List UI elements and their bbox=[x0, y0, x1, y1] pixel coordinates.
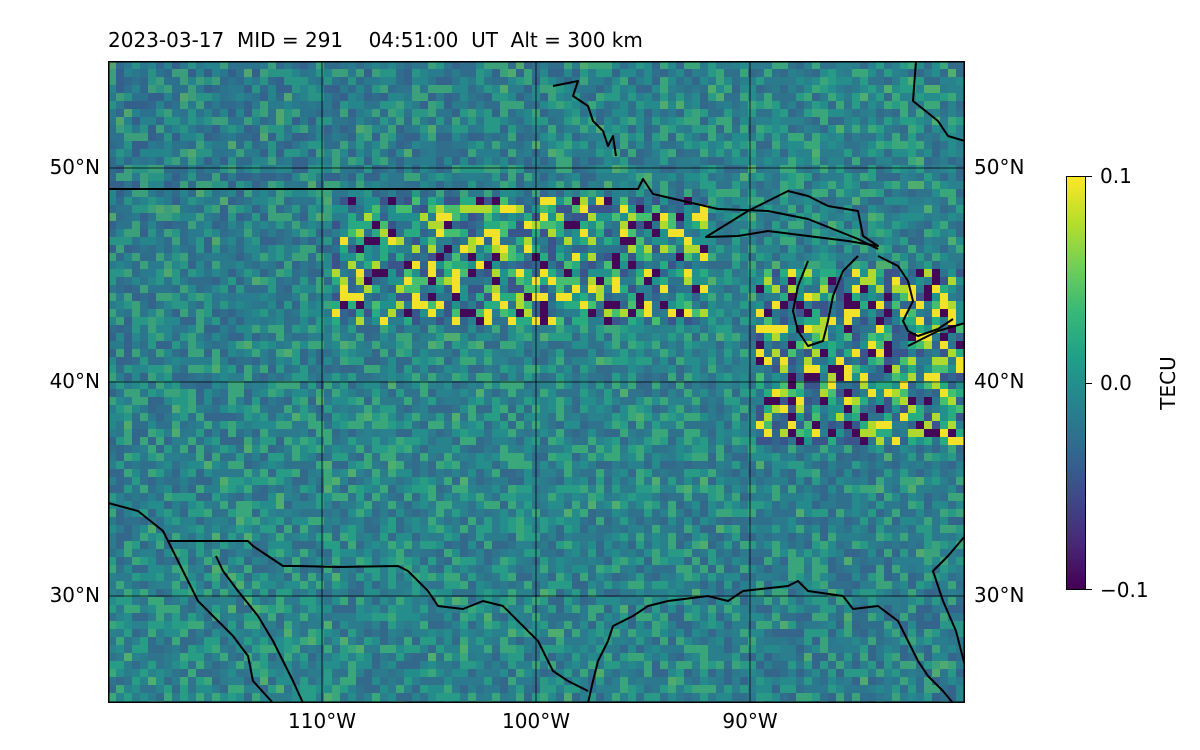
lon-label-100w: 100°W bbox=[502, 709, 570, 733]
tec-map-svg bbox=[108, 61, 965, 703]
hudson-bay-coast bbox=[552, 80, 617, 157]
tec-pixel-field bbox=[108, 61, 965, 703]
lat-label-left-30: 30°N bbox=[49, 583, 100, 607]
lat-label-right-50: 50°N bbox=[974, 155, 1025, 179]
lon-label-90w: 90°W bbox=[722, 709, 778, 733]
lat-label-right-40: 40°N bbox=[974, 369, 1025, 393]
tec-map[interactable] bbox=[108, 61, 965, 703]
colorbar-tick-mid bbox=[1086, 383, 1092, 384]
gulf-coast-east bbox=[742, 580, 954, 703]
lake-michigan bbox=[792, 255, 859, 347]
ontario-north-coast bbox=[912, 61, 965, 142]
colorbar-tick-low bbox=[1086, 589, 1092, 590]
gulf-coast-west bbox=[587, 590, 744, 703]
colorbar-label-high: 0.1 bbox=[1100, 164, 1132, 188]
coastlines bbox=[108, 61, 965, 703]
map-title: 2023-03-17 MID = 291 04:51:00 UT Alt = 3… bbox=[108, 28, 643, 52]
lon-label-110w: 110°W bbox=[288, 709, 356, 733]
colorbar-label-mid: 0.0 bbox=[1100, 371, 1132, 395]
colorbar-tick-high bbox=[1086, 176, 1092, 177]
colorbar bbox=[1066, 176, 1086, 590]
lat-label-left-50: 50°N bbox=[49, 155, 100, 179]
lake-erie bbox=[907, 322, 965, 347]
graticule bbox=[108, 61, 965, 703]
lat-label-left-40: 40°N bbox=[49, 369, 100, 393]
mexico-border bbox=[168, 540, 589, 692]
baja-california bbox=[108, 502, 274, 703]
lake-huron bbox=[877, 255, 954, 337]
lake-superior bbox=[705, 190, 879, 247]
us-canada-border bbox=[108, 178, 879, 250]
atlantic-coast bbox=[932, 535, 965, 667]
colorbar-title: TECU bbox=[1156, 356, 1180, 410]
map-frame bbox=[108, 61, 965, 703]
lat-label-right-30: 30°N bbox=[974, 583, 1025, 607]
colorbar-label-low: −0.1 bbox=[1100, 578, 1149, 602]
gulf-of-california bbox=[215, 555, 304, 703]
